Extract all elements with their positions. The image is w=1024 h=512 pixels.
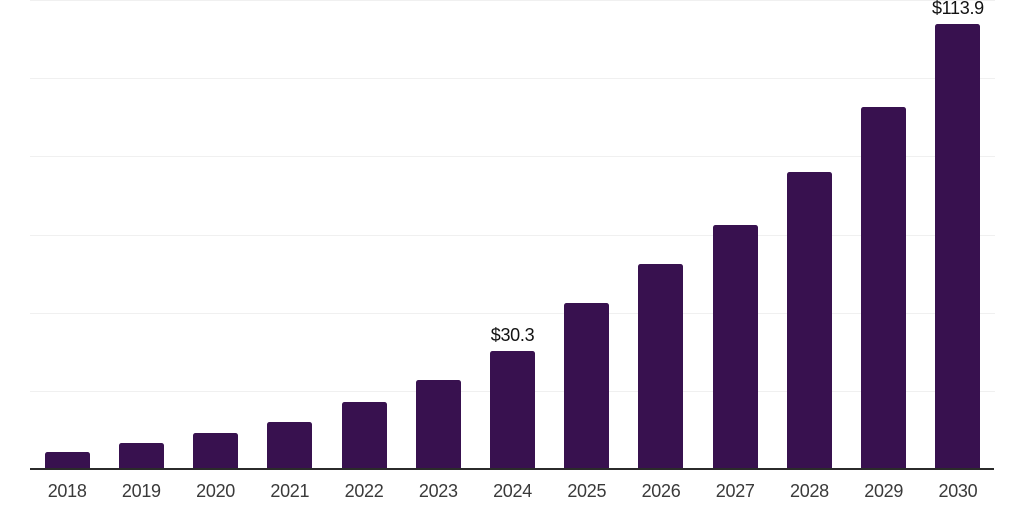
x-axis-label-2020: 2020 bbox=[196, 481, 235, 501]
bar-2025[interactable] bbox=[564, 302, 610, 469]
x-axis-label-2023: 2023 bbox=[418, 481, 458, 501]
bar-slot-2030: $113.9 bbox=[921, 0, 995, 469]
gridline-60 bbox=[30, 235, 995, 236]
x-axis-label-2022: 2022 bbox=[344, 481, 384, 501]
x-axis-line bbox=[30, 468, 994, 470]
bar-slot-2023 bbox=[401, 0, 475, 469]
x-axis-label-2030: 2030 bbox=[938, 481, 978, 501]
x-axis-label-2025: 2025 bbox=[567, 481, 607, 501]
bar-2022[interactable] bbox=[341, 402, 387, 469]
x-axis-label-2027: 2027 bbox=[715, 481, 755, 501]
x-axis-labels: 2018 2019 2020 2021 2022 2023 2024 2025 2026 2027… bbox=[30, 481, 995, 501]
bars-row: $30.3 $113.9 bbox=[30, 0, 995, 469]
bar-slot-2029 bbox=[847, 0, 921, 469]
bar-2023[interactable] bbox=[415, 379, 461, 469]
x-axis-label-2018: 2018 bbox=[47, 481, 87, 501]
bar-slot-2020 bbox=[178, 0, 252, 469]
bar-slot-2024: $30.3 bbox=[475, 0, 549, 469]
x-axis-label-2029: 2029 bbox=[864, 481, 904, 501]
bar-slot-2025 bbox=[550, 0, 624, 469]
x-axis-label-2021: 2021 bbox=[270, 481, 310, 501]
bar-slot-2019 bbox=[104, 0, 178, 469]
gridline-80 bbox=[30, 156, 995, 157]
x-axis-label-2028: 2028 bbox=[790, 481, 829, 501]
plot-area: $30.3 $113.9 bbox=[30, 0, 995, 470]
x-axis-label-2019: 2019 bbox=[121, 481, 161, 501]
bar-slot-2018 bbox=[30, 0, 104, 469]
x-axis-label-2026: 2026 bbox=[641, 481, 681, 501]
bar-2019[interactable] bbox=[118, 443, 164, 469]
bar-2020[interactable] bbox=[193, 433, 239, 469]
bar-2027[interactable] bbox=[712, 224, 758, 469]
bar-2024[interactable]: $30.3 bbox=[490, 325, 536, 469]
value-label-2024: $30.3 bbox=[490, 324, 535, 345]
bar-2018[interactable] bbox=[44, 451, 90, 469]
bar-slot-2026 bbox=[624, 0, 698, 469]
bar-slot-2021 bbox=[253, 0, 327, 469]
bar-2026[interactable] bbox=[638, 263, 684, 469]
bar-slot-2027 bbox=[698, 0, 772, 469]
bar-slot-2028 bbox=[772, 0, 846, 469]
bar-2029[interactable] bbox=[861, 107, 907, 469]
bar-2030[interactable]: $113.9 bbox=[932, 0, 984, 469]
bar-2021[interactable] bbox=[267, 422, 313, 469]
gridline-120 bbox=[30, 0, 995, 1]
bar-slot-2022 bbox=[327, 0, 401, 469]
value-label-2030: $113.9 bbox=[931, 0, 984, 18]
gridline-40 bbox=[30, 313, 995, 314]
x-axis-label-2024: 2024 bbox=[493, 481, 532, 501]
bar-2028[interactable] bbox=[786, 172, 832, 469]
gridline-100 bbox=[30, 78, 995, 79]
